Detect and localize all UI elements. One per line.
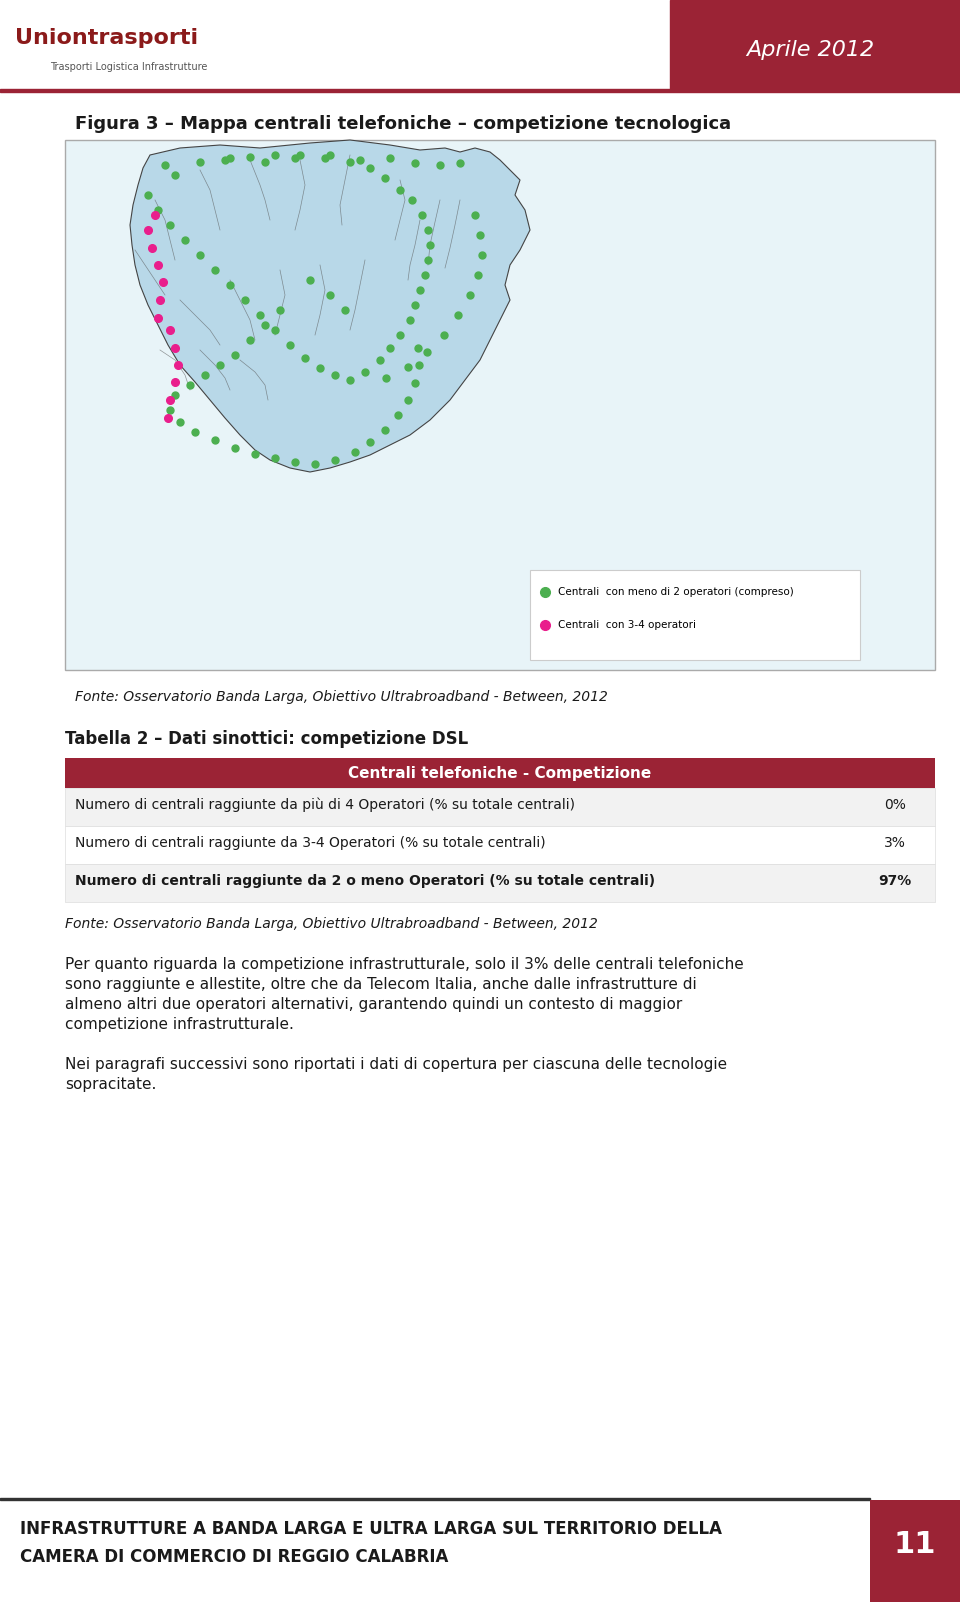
Bar [65,865,935,901]
Text: Trasporti Logistica Infrastrutture: Trasporti Logistica Infrastrutture [50,63,207,72]
Text: INFRASTRUTTURE A BANDA LARGA E ULTRA LARGA SUL TERRITORIO DELLA: INFRASTRUTTURE A BANDA LARGA E ULTRA LAR… [20,1521,722,1538]
Text: Centrali telefoniche - Competizione: Centrali telefoniche - Competizione [348,767,652,781]
Bar [65,788,935,826]
Text: Uniontrasporti: Uniontrasporti [15,27,198,48]
Text: Numero di centrali raggiunte da 2 o meno Operatori (% su totale centrali): Numero di centrali raggiunte da 2 o meno… [75,874,655,889]
Text: Numero di centrali raggiunte da più di 4 Operatori (% su totale centrali): Numero di centrali raggiunte da più di 4… [75,799,575,813]
Text: Figura 3 – Mappa centrali telefoniche – competizione tecnologica: Figura 3 – Mappa centrali telefoniche – … [75,115,732,133]
Bar [870,1500,960,1602]
Bar [0,1498,870,1500]
Text: 97%: 97% [878,874,912,889]
Text: 11: 11 [894,1530,936,1559]
Text: Nei paragrafi successivi sono riportati i dati di copertura per ciascuna delle t: Nei paragrafi successivi sono riportati … [65,1057,727,1071]
Text: Fonte: Osservatorio Banda Larga, Obiettivo Ultrabroadband - Between, 2012: Fonte: Osservatorio Banda Larga, Obietti… [65,917,598,930]
Bar [65,140,935,670]
Text: 3%: 3% [884,836,906,850]
Text: Aprile 2012: Aprile 2012 [746,40,874,59]
Bar [65,826,935,865]
Text: 0%: 0% [884,799,906,812]
Bar [0,0,670,90]
Text: sopracitate.: sopracitate. [65,1076,156,1092]
Bar [65,759,935,788]
Text: Fonte: Osservatorio Banda Larga, Obiettivo Ultrabroadband - Between, 2012: Fonte: Osservatorio Banda Larga, Obietti… [75,690,608,704]
Text: Tabella 2 – Dati sinottici: competizione DSL: Tabella 2 – Dati sinottici: competizione… [65,730,468,747]
Bar [0,88,960,91]
Text: Per quanto riguarda la competizione infrastrutturale, solo il 3% delle centrali : Per quanto riguarda la competizione infr… [65,958,744,972]
Text: Centrali  con meno di 2 operatori (compreso): Centrali con meno di 2 operatori (compre… [558,587,794,597]
Text: Numero di centrali raggiunte da 3-4 Operatori (% su totale centrali): Numero di centrali raggiunte da 3-4 Oper… [75,836,545,850]
Bar [530,569,860,659]
Text: almeno altri due operatori alternativi, garantendo quindi un contesto di maggior: almeno altri due operatori alternativi, … [65,998,683,1012]
Text: competizione infrastrutturale.: competizione infrastrutturale. [65,1017,294,1031]
Text: sono raggiunte e allestite, oltre che da Telecom Italia, anche dalle infrastrutt: sono raggiunte e allestite, oltre che da… [65,977,697,991]
Polygon shape [130,140,530,472]
Text: Centrali  con 3-4 operatori: Centrali con 3-4 operatori [558,621,696,630]
Bar [670,0,960,90]
Text: CAMERA DI COMMERCIO DI REGGIO CALABRIA: CAMERA DI COMMERCIO DI REGGIO CALABRIA [20,1548,448,1566]
